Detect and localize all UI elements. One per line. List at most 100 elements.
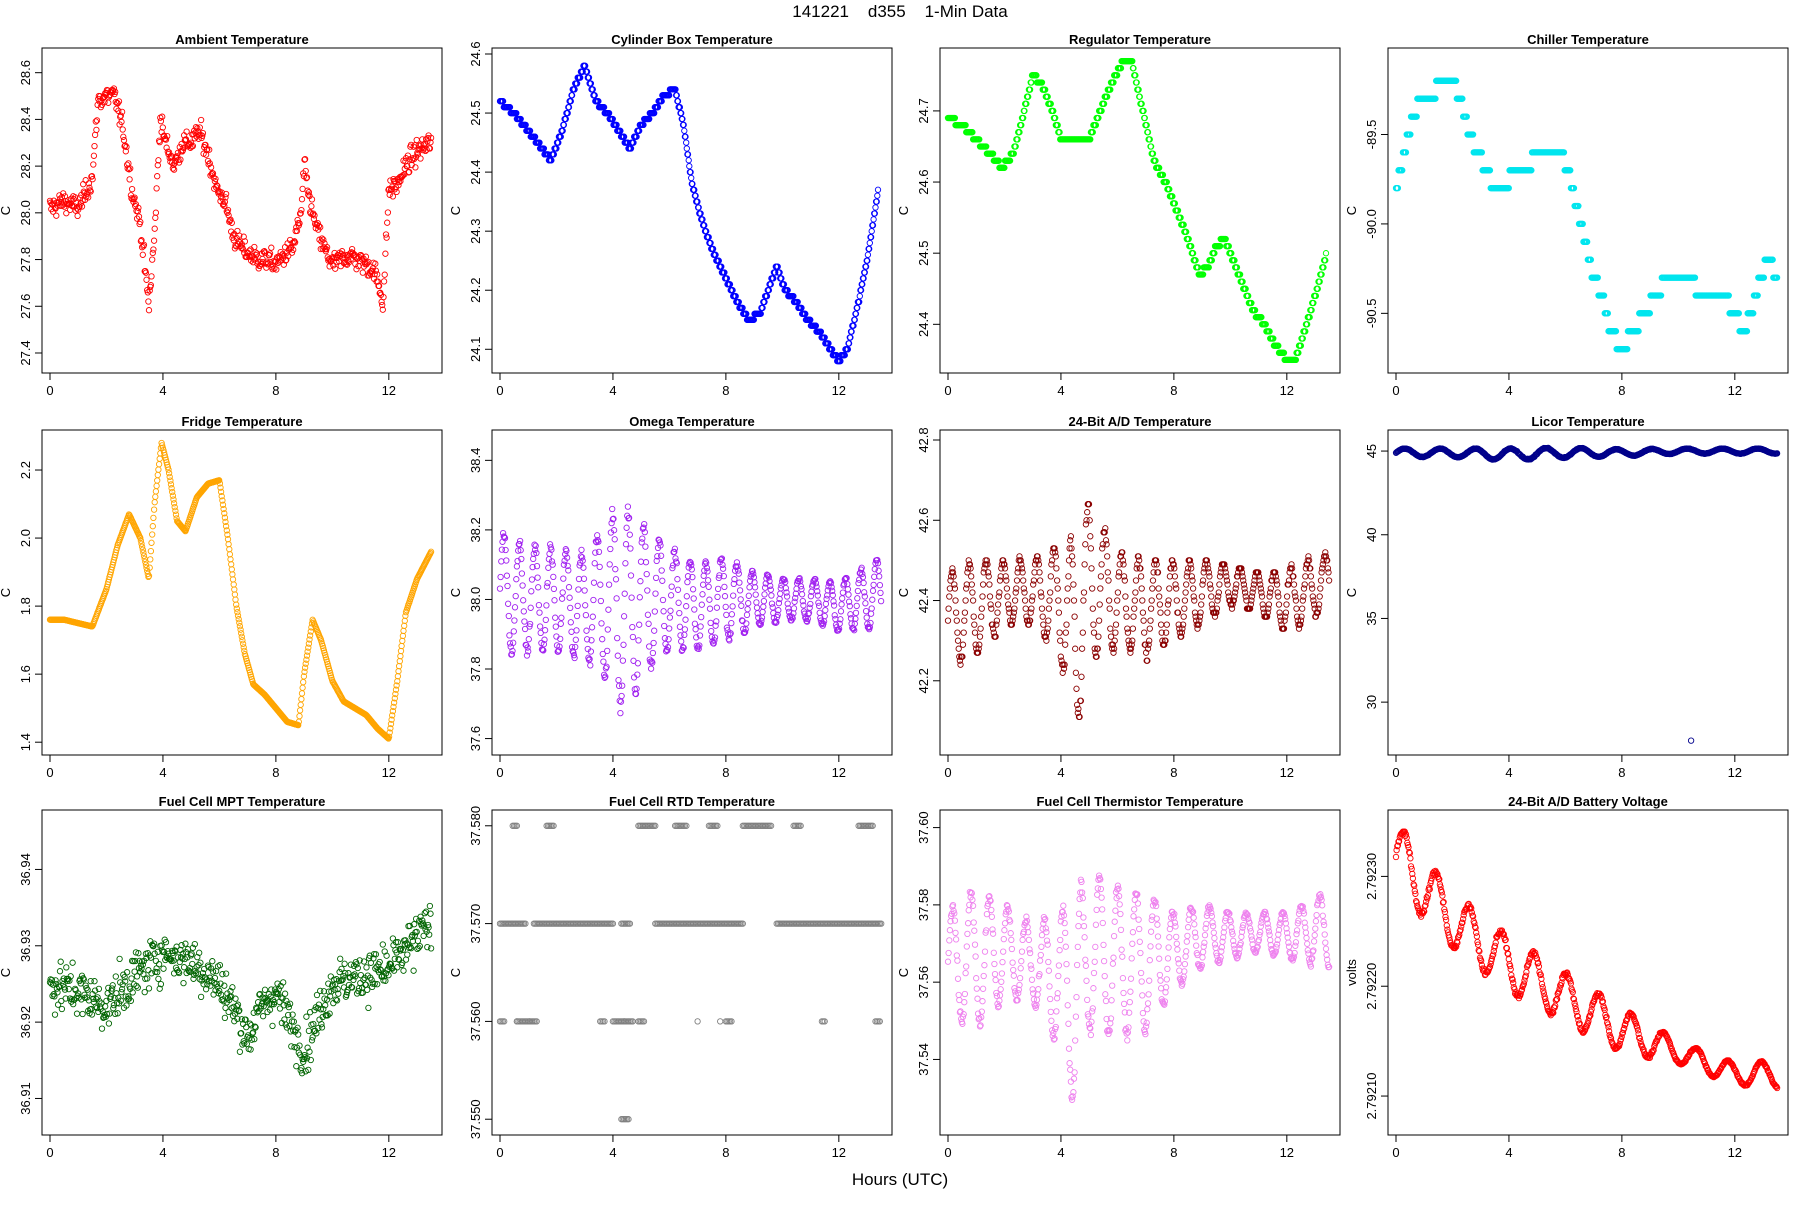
data-point xyxy=(723,604,728,609)
data-point xyxy=(808,601,813,606)
data-point xyxy=(150,532,155,537)
data-point xyxy=(707,606,712,611)
data-point xyxy=(1148,618,1153,623)
data-point xyxy=(1070,562,1075,567)
data-point xyxy=(227,552,232,557)
data-point xyxy=(977,634,982,639)
chart-title: 24-Bit A/D Temperature xyxy=(1068,414,1211,429)
data-point xyxy=(126,161,131,166)
data-point xyxy=(701,573,706,578)
data-point xyxy=(857,293,862,298)
data-point xyxy=(762,592,767,597)
data-point xyxy=(537,624,542,629)
data-point xyxy=(269,245,274,250)
data-point xyxy=(870,588,875,593)
data-point xyxy=(591,580,596,585)
x-tick-label: 12 xyxy=(832,383,846,398)
data-point xyxy=(1183,590,1188,595)
y-tick-label: 24.6 xyxy=(916,169,931,194)
data-point xyxy=(961,630,966,635)
data-point xyxy=(652,628,657,633)
data-point xyxy=(636,638,641,643)
data-point xyxy=(715,594,720,599)
y-tick-label: 27.8 xyxy=(18,247,33,272)
data-point xyxy=(840,596,845,601)
x-tick-label: 8 xyxy=(722,765,729,780)
data-point xyxy=(1167,586,1172,591)
data-point xyxy=(970,590,975,595)
data-point xyxy=(638,579,643,584)
data-point xyxy=(149,274,154,279)
data-point xyxy=(552,598,557,603)
data-point xyxy=(676,600,681,605)
data-point xyxy=(956,646,961,651)
data-point xyxy=(1209,594,1214,599)
data-point xyxy=(1114,610,1119,615)
y-tick-label: 27.4 xyxy=(18,340,33,365)
data-point xyxy=(946,606,951,611)
data-point xyxy=(1174,586,1179,591)
data-point xyxy=(299,197,304,202)
data-point xyxy=(1057,630,1062,635)
data-point xyxy=(152,226,157,231)
data-point xyxy=(614,596,619,601)
data-point xyxy=(401,628,406,633)
data-point xyxy=(1087,518,1092,523)
data-point xyxy=(1012,606,1017,611)
data-point xyxy=(947,594,952,599)
data-point xyxy=(1274,582,1279,587)
data-point xyxy=(606,607,611,612)
data-point xyxy=(679,639,684,644)
data-point xyxy=(588,663,593,668)
data-point xyxy=(127,177,132,182)
data-point xyxy=(397,658,402,663)
data-point xyxy=(620,658,625,663)
data-point xyxy=(1140,610,1145,615)
data-point xyxy=(877,582,882,587)
data-point xyxy=(761,604,766,609)
data-point xyxy=(1073,670,1078,675)
data-point xyxy=(1198,610,1203,615)
data-point xyxy=(677,610,682,615)
data-point xyxy=(514,564,519,569)
data-point xyxy=(623,561,628,566)
data-point xyxy=(1108,626,1113,631)
data-point xyxy=(690,587,695,592)
data-point xyxy=(955,630,960,635)
data-point xyxy=(153,210,158,215)
data-point xyxy=(230,577,235,582)
data-point xyxy=(600,637,605,642)
data-point xyxy=(155,472,160,477)
data-point xyxy=(1113,630,1118,635)
data-point xyxy=(155,174,160,179)
data-point xyxy=(399,643,404,648)
data-point xyxy=(1199,594,1204,599)
data-point xyxy=(1123,594,1128,599)
data-point xyxy=(987,582,992,587)
data-point xyxy=(962,610,967,615)
data-point xyxy=(497,586,502,591)
data-point xyxy=(559,596,564,601)
data-point xyxy=(669,584,674,589)
x-tick-label: 0 xyxy=(1392,383,1399,398)
data-point xyxy=(1133,590,1138,595)
data-point xyxy=(1098,586,1103,591)
x-tick-label: 12 xyxy=(382,765,396,780)
y-tick-label: 24.6 xyxy=(468,41,483,66)
data-point xyxy=(576,587,581,592)
data-point xyxy=(402,623,407,628)
data-point xyxy=(621,614,626,619)
data-point xyxy=(172,504,177,509)
data-point xyxy=(1047,598,1052,603)
data-point xyxy=(616,677,621,682)
data-point xyxy=(682,627,687,632)
data-point xyxy=(759,615,764,620)
data-point xyxy=(1174,598,1179,603)
data-point xyxy=(298,702,303,707)
data-point xyxy=(146,308,151,313)
data-point xyxy=(1082,562,1087,567)
data-point xyxy=(390,194,395,199)
data-point xyxy=(582,588,587,593)
